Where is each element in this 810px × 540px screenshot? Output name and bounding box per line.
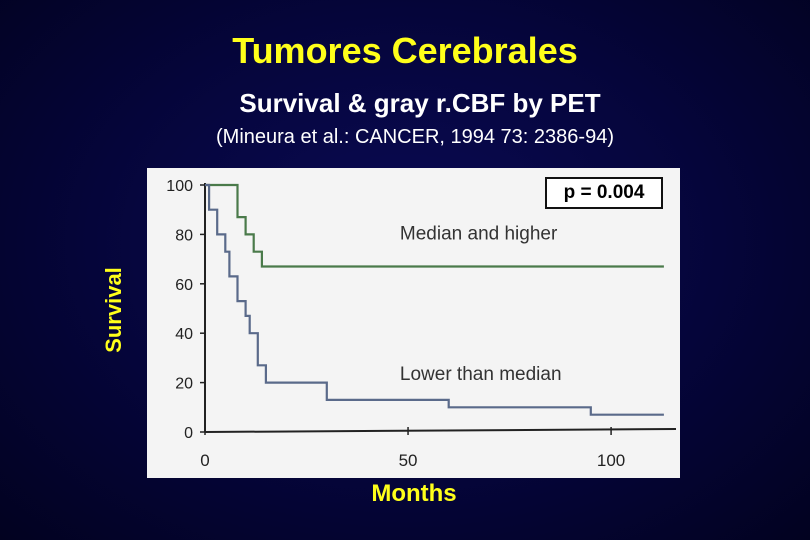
y-tick-label: 80 [175, 227, 193, 244]
series-line-lower-than-median [205, 183, 664, 416]
annotation-lower-than-median: Lower than median [400, 364, 562, 385]
survival-chart: 0 20 40 60 80 100 0 50 100 Median and higher Lower… [166, 178, 677, 470]
slide-title: Tumores Cerebrales [232, 30, 578, 71]
annotation-median-and-higher: Median and higher [400, 223, 558, 244]
x-axis-line [204, 428, 677, 433]
y-tick-label: 60 [175, 277, 193, 294]
y-axis-label: Survival [101, 267, 126, 353]
series-line-median-and-higher [205, 183, 664, 268]
x-tick-label: 0 [200, 451, 209, 470]
x-axis-label: Months [371, 480, 457, 507]
y-tick-label: 100 [166, 178, 193, 195]
y-tick-label: 0 [184, 425, 193, 442]
citation: (Mineura et al.: CANCER, 1994 73: 2386-9… [216, 126, 614, 148]
x-tick-label: 100 [597, 451, 625, 470]
x-tick-label: 50 [399, 451, 418, 470]
survival-plot: 0 20 40 60 80 100 0 50 100 Median and higher Lower… [147, 168, 680, 478]
p-value-box: p = 0.004 [545, 177, 663, 209]
y-tick-label: 40 [175, 326, 193, 343]
slide-subtitle: Survival & gray r.CBF by PET [239, 88, 601, 118]
y-tick-label: 20 [175, 376, 193, 393]
